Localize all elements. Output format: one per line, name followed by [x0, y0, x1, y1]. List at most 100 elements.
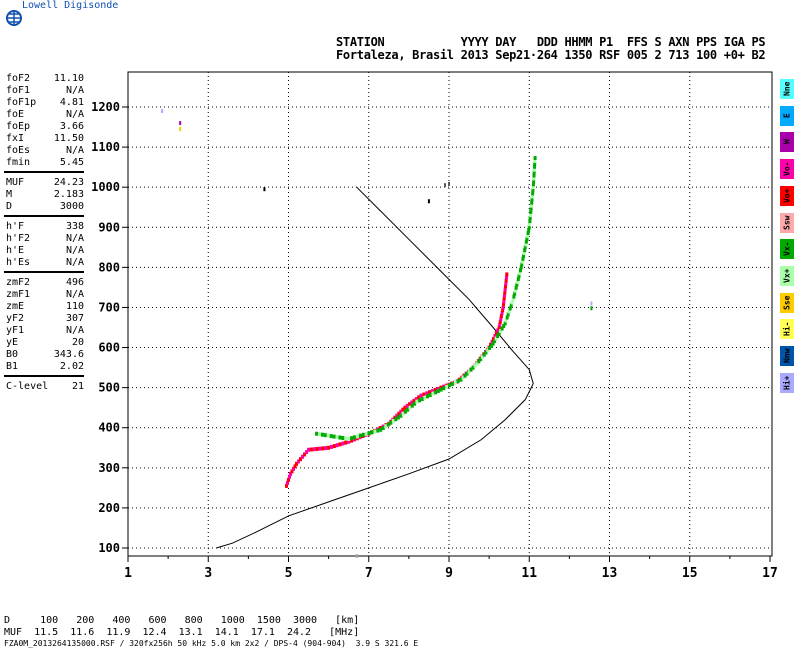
param-value: N/A	[65, 257, 84, 268]
x-trace-point	[493, 339, 497, 344]
o-trace-point	[403, 405, 407, 410]
o-trace-point	[502, 299, 506, 304]
x-trace-point	[391, 418, 395, 423]
o-trace-point	[332, 444, 336, 449]
x-trace-point	[320, 432, 324, 437]
param-row: h'F 338	[6, 221, 84, 233]
param-value: 4.81	[59, 97, 84, 108]
echo-point	[179, 127, 182, 132]
param-name: MUF	[6, 177, 25, 188]
y-tick-label: 400	[98, 421, 120, 435]
param-row: h'Es N/A	[6, 257, 84, 269]
x-trace-point	[531, 185, 535, 190]
param-value: N/A	[65, 233, 84, 244]
param-row: D 3000	[6, 201, 84, 213]
param-name: B0	[6, 349, 19, 360]
x-trace-point	[448, 383, 452, 388]
y-tick-label: 900	[98, 220, 120, 234]
x-trace-point	[341, 436, 345, 441]
x-trace-point	[488, 345, 492, 350]
o-trace-point	[321, 446, 325, 451]
o-trace-point	[293, 464, 297, 469]
x-trace-point	[533, 161, 537, 166]
x-tick-label: 9	[445, 566, 453, 581]
o-trace-point	[287, 477, 290, 482]
x-trace-point	[528, 212, 532, 217]
o-trace-point	[312, 447, 316, 452]
x-trace-point	[461, 375, 465, 380]
x-trace-point	[475, 361, 479, 366]
x-trace-point	[413, 401, 417, 406]
x-trace-point	[512, 294, 516, 299]
legend-nne: Nne	[780, 79, 794, 99]
x-trace-point	[469, 367, 473, 372]
o-trace-point	[494, 331, 498, 336]
echo-point	[448, 181, 450, 186]
x-trace-point	[523, 248, 527, 253]
o-trace-point	[401, 407, 405, 412]
x-trace-point	[394, 417, 398, 422]
param-row: yE 20	[6, 337, 84, 349]
o-trace-point	[503, 293, 507, 298]
x-trace-point	[428, 392, 432, 397]
y-tick-label: 300	[98, 461, 120, 475]
param-name: foE	[6, 109, 25, 120]
o-trace-point	[309, 447, 313, 452]
o-trace-point	[292, 466, 296, 471]
param-name: fxI	[6, 133, 25, 144]
o-trace-point	[422, 392, 426, 397]
param-value: 496	[65, 277, 84, 288]
x-trace-point	[531, 188, 535, 193]
o-trace-point	[329, 444, 333, 449]
o-trace-point	[430, 389, 434, 394]
x-trace-point	[423, 395, 427, 400]
x-trace-point	[526, 233, 530, 238]
x-trace-point	[403, 409, 407, 414]
x-trace-point	[335, 435, 339, 440]
x-trace-point	[401, 411, 405, 416]
param-value: 338	[65, 221, 84, 232]
param-value: N/A	[65, 289, 84, 300]
legend-vxminus: Vx-	[780, 239, 794, 260]
x-trace-point	[482, 352, 486, 357]
x-trace-point	[318, 432, 322, 437]
param-row: foEp 3.66	[6, 121, 84, 133]
param-value: N/A	[65, 145, 84, 156]
o-trace-point	[297, 459, 301, 464]
file-info: FZA0M_2013264135000.RSF / 320fx256h 50 k…	[4, 639, 419, 648]
o-trace-point	[436, 386, 440, 391]
x-trace-point	[497, 331, 501, 336]
x-trace-point	[408, 405, 412, 410]
x-trace-point	[471, 365, 475, 370]
x-trace-point	[514, 285, 518, 290]
x-trace-point	[505, 315, 509, 320]
param-row: foEs N/A	[6, 145, 84, 157]
x-trace-point	[358, 433, 362, 438]
x-trace-point	[418, 398, 422, 403]
o-trace-point	[289, 471, 293, 476]
echo-point	[590, 301, 593, 306]
o-trace-point	[497, 325, 501, 330]
x-trace-point	[518, 268, 522, 273]
x-trace-point	[510, 300, 514, 305]
x-trace-point	[386, 422, 390, 427]
param-value: 3000	[59, 201, 84, 212]
o-trace-point	[399, 409, 403, 414]
o-trace-point	[347, 439, 351, 444]
x-trace-point	[502, 323, 506, 328]
param-row: h'E N/A	[6, 245, 84, 257]
x-trace-point	[384, 424, 388, 429]
x-trace-point	[463, 373, 467, 378]
x-trace-point	[396, 415, 400, 420]
x-tick-label: 11	[521, 566, 537, 581]
x-trace-point	[442, 386, 446, 391]
x-trace-point	[329, 434, 333, 439]
o-trace-point	[417, 395, 421, 400]
x-trace-point	[473, 363, 477, 368]
x-trace-point	[406, 407, 410, 412]
separator	[4, 271, 84, 273]
o-trace-point	[307, 447, 311, 452]
x-trace-point	[420, 396, 424, 401]
x-trace-point	[379, 427, 383, 432]
x-trace-point	[415, 399, 419, 404]
